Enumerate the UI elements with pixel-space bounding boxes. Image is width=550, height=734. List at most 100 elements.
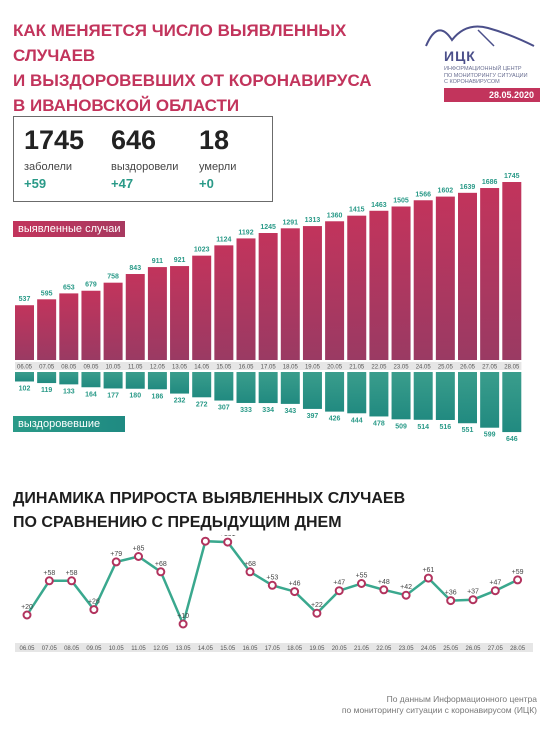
stat-deaths-value: 18	[199, 125, 230, 155]
cases-value-label: 911	[152, 258, 163, 265]
date-tick-label: 19.05	[305, 365, 321, 371]
growth-value-label: +85	[133, 546, 145, 553]
cases-value-label: 758	[107, 274, 119, 281]
recovered-value-label: 397	[307, 413, 319, 420]
cases-bar	[81, 290, 101, 360]
recovered-value-label: 509	[395, 423, 407, 430]
date-tick-label: 24.05	[416, 365, 432, 371]
date-tick-label: 24.05	[421, 646, 437, 652]
date-tick-label: 12.05	[153, 646, 169, 652]
cases-value-label: 679	[85, 282, 97, 289]
logo-sub-line-2: по мониторингу ситуации	[444, 72, 528, 79]
recovered-bar	[15, 372, 34, 382]
stat-deaths: 18 умерли +0	[199, 125, 236, 191]
recovered-value-label: 333	[240, 407, 252, 414]
recovered-value-label: 426	[329, 416, 341, 423]
growth-value-label: +58	[66, 570, 78, 577]
recovered-value-label: 478	[373, 420, 385, 427]
title-line-1: КАК МЕНЯЕТСЯ ЧИСЛО ВЫЯВЛЕННЫХ СЛУЧАЕВ	[13, 21, 347, 65]
cases-bar	[435, 196, 455, 360]
stat-deaths-label: умерли	[199, 161, 237, 173]
cases-value-label: 843	[129, 265, 141, 272]
source-line-1: По данным Информационного центра	[386, 694, 537, 704]
recovered-bar	[192, 372, 212, 398]
growth-title-line-2: ПО СРАВНЕНИЮ С ПРЕДЫДУЩИМ ДНЕМ	[13, 514, 342, 531]
date-tick-label: 20.05	[332, 646, 348, 652]
recovered-value-label: 514	[417, 424, 429, 431]
date-tick-label: 09.05	[86, 646, 102, 652]
recovered-value-label: 272	[196, 401, 208, 408]
date-tick-label: 21.05	[349, 365, 365, 371]
cases-legend-tag: выявленные случаи	[13, 221, 125, 237]
cases-value-label: 1192	[238, 229, 253, 236]
date-tick-label: 22.05	[376, 646, 392, 652]
date-tick-label: 19.05	[309, 646, 325, 652]
date-tick-label: 20.05	[327, 365, 343, 371]
date-tick-label: 07.05	[42, 646, 58, 652]
date-tick-label: 27.05	[488, 646, 504, 652]
cases-bar	[59, 293, 79, 360]
logo-icon	[425, 25, 535, 47]
cases-bar	[480, 188, 500, 360]
growth-value-label: +101	[220, 535, 236, 538]
date-tick-label: 07.05	[39, 365, 55, 371]
growth-value-label: +68	[155, 561, 167, 568]
date-tick-label: 23.05	[394, 365, 410, 371]
cases-value-label: 1313	[305, 217, 321, 224]
recovered-bar	[413, 372, 433, 420]
growth-point	[178, 619, 188, 629]
date-tick-label: 26.05	[465, 646, 481, 652]
cases-value-label: 1686	[482, 179, 498, 186]
stat-recovered-delta: +47	[111, 176, 134, 191]
stats-box: 1745 заболели +59 646 выздоровели +47 18…	[13, 116, 273, 202]
growth-point	[468, 595, 478, 605]
date-tick-label: 06.05	[17, 365, 33, 371]
growth-value-label: +42	[400, 584, 412, 591]
date-tick-label: 09.05	[83, 365, 99, 371]
recovered-bar	[236, 372, 256, 403]
cases-bar	[37, 299, 57, 360]
recovered-legend-tag: выздоровевшие	[13, 416, 125, 432]
growth-point	[357, 579, 366, 588]
date-tick-label: 11.05	[128, 365, 143, 371]
cases-value-label: 1360	[327, 212, 343, 219]
logo-sub-line-1: Информационный центр	[444, 66, 522, 72]
cases-bar	[280, 228, 300, 360]
recovered-value-label: 180	[129, 393, 141, 400]
date-tick-label: 26.05	[460, 365, 476, 371]
date-tick-label: 06.05	[19, 646, 35, 652]
growth-point	[223, 537, 233, 547]
recovered-bar	[502, 372, 522, 433]
date-tick-label: 12.05	[150, 365, 166, 371]
stat-recovered-value: 646	[111, 125, 157, 155]
growth-point	[446, 596, 456, 606]
stat-cases-label: заболели	[24, 161, 73, 173]
growth-value-label: +58	[43, 570, 55, 577]
line-chart: +20 06.05 +58 07.05 +58 08.05 +26 09.05 +79 10.05…	[15, 535, 533, 652]
recovered-bar	[302, 372, 322, 409]
cases-value-label: 1415	[349, 207, 365, 214]
date-tick-label: 21.05	[354, 646, 370, 652]
growth-point	[245, 567, 255, 577]
date-tick-label: 25.05	[443, 646, 459, 652]
date-tick-label: 27.05	[482, 365, 498, 371]
recovered-bar	[458, 372, 477, 424]
date-tick-label: 10.05	[106, 365, 122, 371]
recovered-value-label: 343	[284, 408, 296, 415]
title-line-2: И ВЫЗДОРОВЕВШИХ ОТ КОРОНАВИРУСА	[13, 71, 372, 90]
bar-chart: 537 06.05 102 595 07.05 119 653 08.05 133 679 09.0…	[15, 173, 522, 443]
growth-point	[290, 587, 300, 597]
cases-value-label: 1023	[194, 247, 210, 254]
cases-value-label: 921	[174, 257, 186, 264]
stat-deaths-delta: +0	[199, 176, 214, 191]
recovered-bar	[170, 372, 190, 394]
recovered-value-label: 164	[85, 391, 97, 398]
growth-value-label: +68	[244, 561, 256, 568]
recovered-bar	[369, 372, 389, 417]
cases-bar	[214, 245, 234, 360]
cases-bar	[125, 274, 145, 360]
date-tick-label: 28.05	[510, 646, 526, 652]
date-tick-label: 25.05	[438, 365, 454, 371]
date-tick-label: 13.05	[176, 646, 192, 652]
recovered-value-label: 599	[484, 432, 496, 439]
